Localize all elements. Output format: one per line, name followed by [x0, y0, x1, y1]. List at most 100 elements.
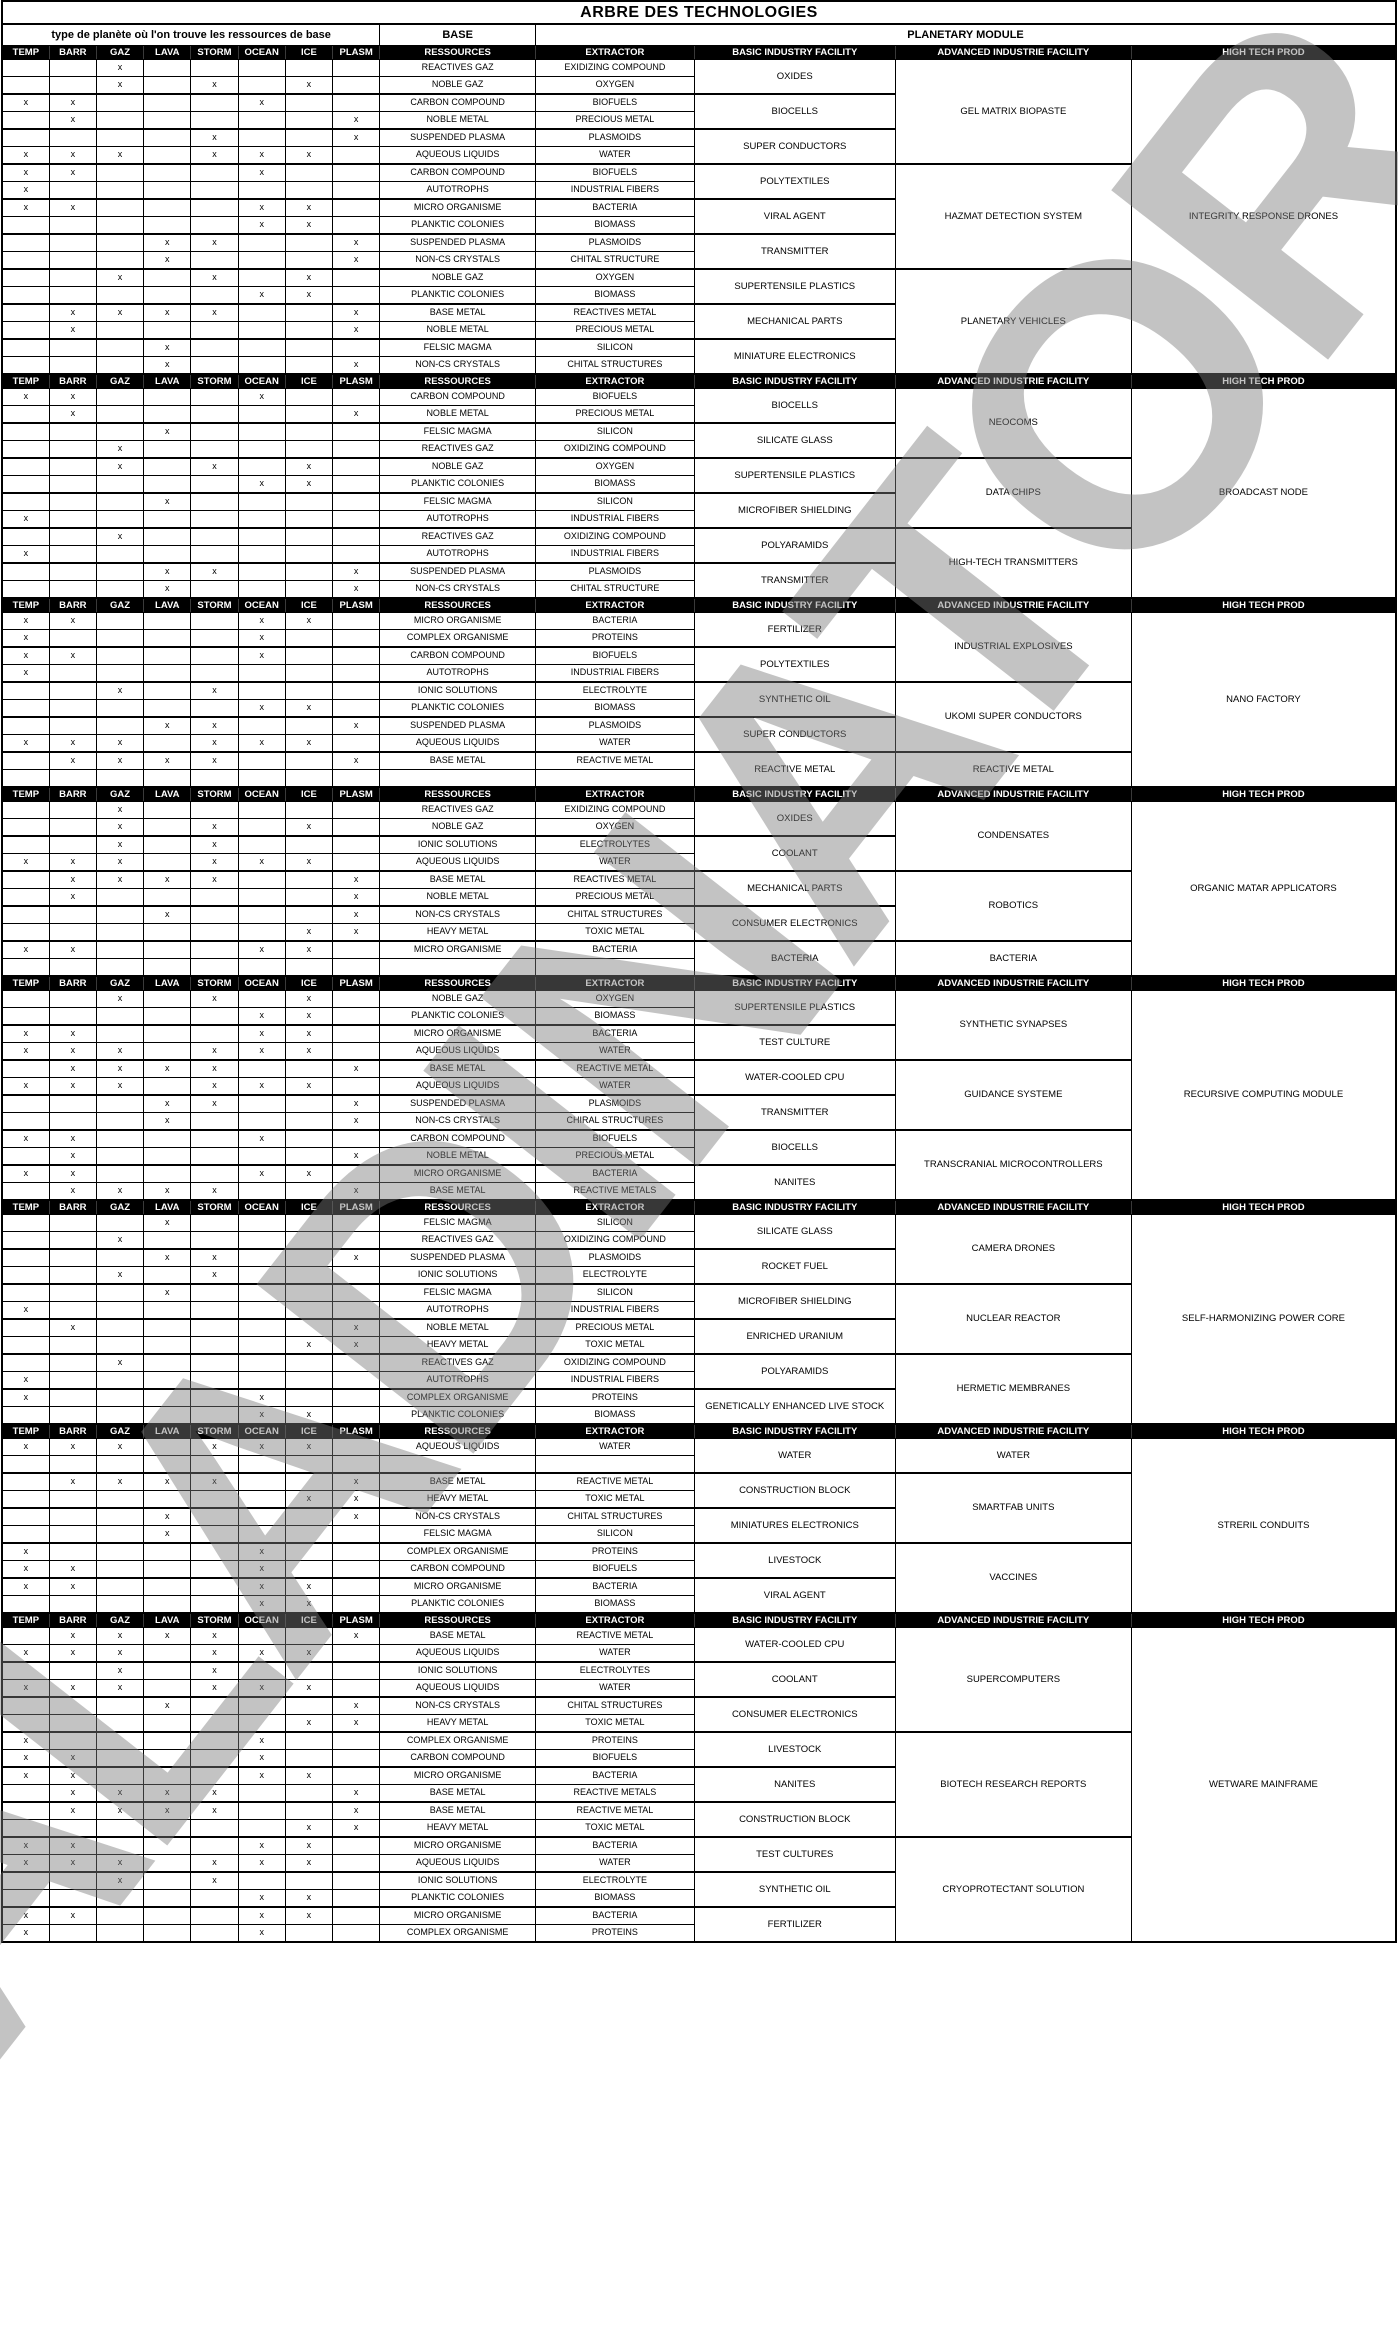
- planet-mark-cell: [1, 1472, 50, 1491]
- advanced-facility-cell: BACTERIA: [894, 940, 1132, 977]
- advanced-facility-cell: SYNTHETIC SYNAPSES: [894, 990, 1132, 1061]
- planet-mark-cell: [332, 492, 381, 511]
- planet-column-header: PLASM: [332, 975, 381, 991]
- planet-mark-cell: x: [143, 1248, 192, 1267]
- planet-mark-cell: [143, 1301, 192, 1320]
- basic-column-header: BASIC INDUSTRY FACILITY: [693, 597, 896, 613]
- resource-cell: IONIC SOLUTIONS: [379, 1266, 536, 1285]
- extractor-cell: SILICON: [535, 1525, 695, 1544]
- planet-mark-cell: x: [332, 580, 381, 599]
- planet-mark-cell: [48, 338, 97, 357]
- planet-mark-cell: [190, 1231, 239, 1250]
- planet-mark-cell: [1, 492, 50, 511]
- extractor-cell: INDUSTRIAL FIBERS: [535, 664, 695, 683]
- resource-cell: MICRO ORGANISME: [379, 198, 536, 217]
- section-header-row: TEMP BARR GAZ LAVA STORM OCEAN ICE PLASM RESSOUR…: [1, 45, 1397, 60]
- hightech-column-header: HIGH TECH PROD: [1130, 45, 1397, 60]
- planet-column-header: OCEAN: [237, 1423, 286, 1439]
- extractor-column-header: EXTRACTOR: [535, 45, 695, 60]
- planet-mark-cell: x: [1, 1301, 50, 1320]
- planet-mark-cell: [237, 181, 286, 200]
- resource-cell: NOBLE METAL: [379, 321, 536, 340]
- resource-cell: AQUEOUS LIQUIDS: [379, 853, 536, 872]
- planet-mark-cell: x: [284, 1077, 334, 1096]
- planet-mark-cell: x: [1, 853, 50, 872]
- extractor-cell: REACTIVE METALS: [535, 1784, 695, 1803]
- planet-mark-cell: [1, 716, 50, 735]
- planet-mark-cell: [95, 629, 145, 648]
- planet-mark-cell: [95, 286, 145, 305]
- planet-mark-cell: [237, 1182, 286, 1201]
- resource-cell: MICRO ORGANISME: [379, 1577, 536, 1596]
- planet-column-header: OCEAN: [237, 1612, 286, 1628]
- planet-mark-cell: [284, 1472, 334, 1491]
- planet-mark-cell: x: [143, 562, 192, 581]
- basic-facility-cell: POLYTEXTILES: [693, 646, 896, 683]
- extractor-cell: WATER: [535, 1854, 695, 1873]
- resource-cell: MICRO ORGANISME: [379, 1766, 536, 1785]
- resource-cell: NON-CS CRYSTALS: [379, 1507, 536, 1526]
- planet-mark-cell: [1, 1182, 50, 1201]
- high-tech-product-cell: WETWARE MAINFRAME: [1130, 1627, 1397, 1943]
- extractor-cell: INDUSTRIAL FIBERS: [535, 545, 695, 564]
- data-row: x x x CARBON COMPOUND BIOFUELS BIOCELLS: [1, 93, 1396, 130]
- planet-mark-cell: [95, 181, 145, 200]
- hightech-column-header: HIGH TECH PROD: [1130, 1423, 1397, 1439]
- planet-mark-cell: x: [190, 146, 239, 165]
- planet-column-header: GAZ: [95, 373, 145, 389]
- planet-mark-cell: x: [237, 629, 286, 648]
- extractor-cell: WATER: [535, 1077, 695, 1096]
- basic-facility-cell: MICROFIBER SHIELDING: [693, 1283, 896, 1320]
- planet-mark-cell: [143, 699, 192, 718]
- planet-mark-cell: [284, 664, 334, 683]
- planet-mark-cell: x: [190, 751, 239, 770]
- resource-cell: FELSIC MAGMA: [379, 338, 536, 357]
- planet-mark-cell: x: [284, 286, 334, 305]
- planet-mark-cell: x: [48, 405, 97, 424]
- planet-mark-cell: [190, 1129, 239, 1148]
- planet-mark-cell: [1, 286, 50, 305]
- planet-mark-cell: [48, 1490, 97, 1509]
- planet-mark-cell: [237, 303, 286, 322]
- basic-column-header: BASIC INDUSTRY FACILITY: [693, 975, 896, 991]
- resource-cell: REACTIVES GAZ: [379, 527, 536, 546]
- planet-mark-cell: [332, 1731, 381, 1750]
- resource-cell: NOBLE METAL: [379, 1147, 536, 1166]
- planet-mark-cell: x: [143, 716, 192, 735]
- planet-mark-cell: x: [95, 1627, 145, 1645]
- extractor-cell: PLASMOIDS: [535, 1094, 695, 1113]
- resource-cell: COMPLEX ORGANISME: [379, 1388, 536, 1407]
- planet-mark-cell: x: [332, 251, 381, 270]
- planet-mark-cell: x: [284, 146, 334, 165]
- planet-mark-cell: [332, 1438, 381, 1456]
- extractor-cell: BIOFUELS: [535, 1129, 695, 1148]
- resource-cell: REACTIVES GAZ: [379, 59, 536, 77]
- planet-mark-cell: [48, 1661, 97, 1680]
- planet-mark-cell: x: [143, 1094, 192, 1113]
- advanced-column-header: ADVANCED INDUSTRIE FACILITY: [894, 975, 1132, 991]
- planet-mark-cell: [284, 562, 334, 581]
- basic-facility-cell: VIRAL AGENT: [693, 198, 896, 235]
- planet-mark-cell: [95, 111, 145, 130]
- planet-mark-cell: [143, 1406, 192, 1425]
- data-row: x x x x MICRO ORGANISME BACTERIA FERTILIZER: [1, 1906, 1396, 1943]
- planet-mark-cell: [143, 1007, 192, 1026]
- planet-column-header: STORM: [190, 373, 239, 389]
- extractor-cell: PLASMOIDS: [535, 128, 695, 147]
- planet-mark-cell: x: [332, 1507, 381, 1526]
- extractor-cell: OXYGEN: [535, 76, 695, 95]
- extractor-cell: WATER: [535, 1679, 695, 1698]
- planet-mark-cell: [48, 475, 97, 494]
- planet-mark-cell: [48, 181, 97, 200]
- planet-mark-cell: [143, 181, 192, 200]
- hightech-column-header: HIGH TECH PROD: [1130, 786, 1397, 802]
- high-tech-product-cell: NANO FACTORY: [1130, 612, 1397, 788]
- section-header-row: TEMP BARR GAZ LAVA STORM OCEAN ICE PLASM RESSOUR…: [1, 975, 1397, 991]
- planet-mark-cell: [284, 111, 334, 130]
- planet-mark-cell: [237, 1661, 286, 1680]
- planet-mark-cell: [284, 1182, 334, 1201]
- planet-mark-cell: [237, 1336, 286, 1355]
- planet-mark-cell: [143, 1129, 192, 1148]
- resource-cell: MICRO ORGANISME: [379, 1836, 536, 1855]
- planet-mark-cell: [190, 1577, 239, 1596]
